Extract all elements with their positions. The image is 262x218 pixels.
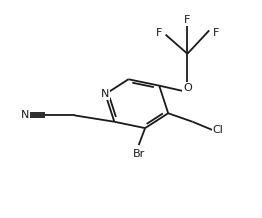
Text: N: N: [20, 110, 29, 120]
Text: Br: Br: [133, 149, 145, 159]
Text: F: F: [184, 15, 191, 25]
Text: F: F: [213, 27, 220, 37]
Text: Cl: Cl: [213, 125, 224, 135]
Text: O: O: [183, 83, 192, 93]
Text: F: F: [155, 27, 162, 37]
Text: N: N: [101, 89, 110, 99]
